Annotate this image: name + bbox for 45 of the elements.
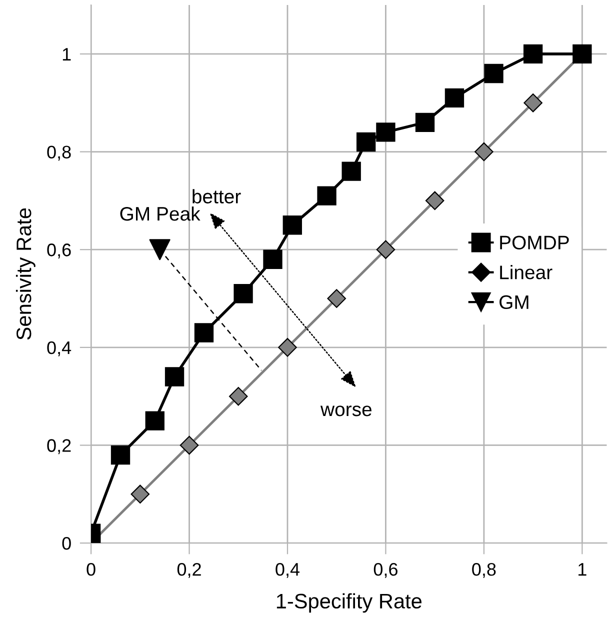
x-axis-title: 1-Specifity Rate xyxy=(276,593,422,613)
point xyxy=(425,191,444,210)
x-tick-label: 0,8 xyxy=(472,562,496,578)
point xyxy=(180,436,199,455)
legend-label: Linear xyxy=(500,264,552,280)
annotation: GM Peak xyxy=(120,206,200,221)
point xyxy=(524,93,542,112)
point xyxy=(228,386,248,406)
point xyxy=(376,240,396,259)
point xyxy=(523,44,543,64)
point xyxy=(444,88,464,108)
point xyxy=(164,367,184,386)
point xyxy=(317,186,336,206)
point xyxy=(484,64,504,84)
point xyxy=(474,142,494,162)
y-tick-label: 0,4 xyxy=(47,341,72,356)
x-tick-label: 0,2 xyxy=(177,562,201,578)
y-tick-label: 0,8 xyxy=(47,146,71,161)
point xyxy=(376,122,396,142)
legend-label: GM xyxy=(500,295,528,310)
point xyxy=(282,216,302,235)
point xyxy=(415,112,435,132)
y-tick-label: 0,6 xyxy=(47,244,71,258)
point xyxy=(110,445,130,465)
point xyxy=(194,323,214,342)
point xyxy=(234,284,253,304)
x-tick-label: 0,4 xyxy=(276,562,300,578)
x-tick-label: 1 xyxy=(578,563,586,576)
x-tick-label: 0,6 xyxy=(374,562,398,578)
y-axis-title: Sensivity Rate xyxy=(16,208,36,340)
point xyxy=(342,162,361,181)
point xyxy=(263,250,282,269)
point xyxy=(145,411,164,430)
point xyxy=(149,239,170,260)
y-tick-label: 0 xyxy=(62,536,71,550)
legend-label: POMDP xyxy=(500,236,569,250)
point xyxy=(327,289,346,308)
x-tick-label: 0 xyxy=(86,562,96,576)
y-tick-label: 1 xyxy=(62,48,71,60)
point xyxy=(356,132,376,152)
point xyxy=(130,484,150,504)
annotation: better xyxy=(192,189,241,204)
annotation: worse xyxy=(320,406,372,416)
point xyxy=(278,338,297,357)
y-tick-label: 0,2 xyxy=(47,439,71,454)
